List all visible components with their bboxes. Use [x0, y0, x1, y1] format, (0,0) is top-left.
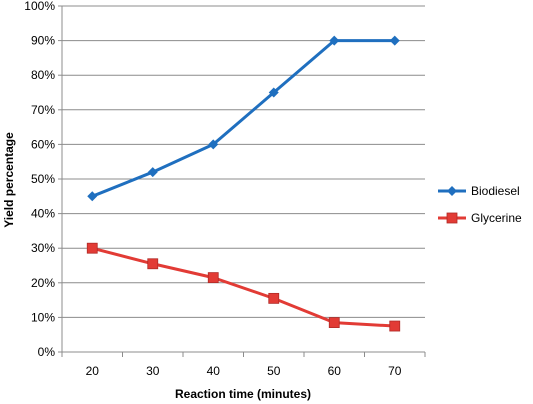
- series-biodiesel: [87, 35, 400, 202]
- y-axis-title: Yield percentage: [2, 132, 16, 228]
- series-group: [86, 35, 401, 332]
- data-point: [446, 212, 458, 224]
- legend-label: Biodiesel: [471, 184, 520, 198]
- data-point: [208, 139, 219, 150]
- y-tick-label: 60%: [31, 137, 55, 151]
- legend-item-biodiesel: Biodiesel: [438, 184, 520, 198]
- legend-item-glycerine: Glycerine: [438, 211, 522, 225]
- data-point: [389, 35, 400, 46]
- x-axis-title: Reaction time (minutes): [175, 387, 311, 401]
- y-tick-label: 100%: [24, 0, 55, 13]
- series-line: [91, 39, 395, 198]
- data-point: [328, 317, 340, 328]
- y-tick-label: 30%: [31, 241, 55, 255]
- x-tick-label: 70: [388, 364, 402, 378]
- y-tick-label: 20%: [31, 276, 55, 290]
- data-point: [268, 87, 279, 98]
- data-point: [86, 242, 98, 254]
- data-point: [329, 35, 340, 46]
- legend: Biodiesel Glycerine: [438, 184, 522, 225]
- y-tick-label: 70%: [31, 103, 55, 117]
- y-tick-label: 50%: [31, 172, 55, 186]
- y-tick-label: 80%: [31, 68, 55, 82]
- legend-label: Glycerine: [471, 211, 522, 225]
- x-tick-label: 60: [328, 364, 342, 378]
- y-axis-ticks: 0% 10% 20% 30% 40% 50% 60% 70% 80% 90% 100%: [24, 0, 62, 359]
- x-tick-label: 50: [267, 364, 281, 378]
- y-tick-label: 10%: [31, 310, 55, 324]
- y-tick-label: 90%: [31, 34, 55, 48]
- data-point: [147, 167, 158, 178]
- y-tick-label: 40%: [31, 207, 55, 221]
- y-tick-label: 0%: [38, 345, 56, 359]
- data-point: [87, 191, 98, 202]
- series-glycerine: [86, 242, 401, 332]
- x-tick-label: 20: [86, 364, 100, 378]
- gridlines: [62, 5, 425, 318]
- x-axis-ticks: 20 30 40 50 60 70: [61, 352, 426, 378]
- data-point: [447, 186, 457, 196]
- data-point: [389, 320, 401, 332]
- data-point: [147, 258, 159, 270]
- x-tick-label: 30: [146, 364, 160, 378]
- series-line: [91, 246, 395, 328]
- data-point: [268, 292, 280, 304]
- x-tick-label: 40: [207, 364, 221, 378]
- data-point: [207, 272, 219, 284]
